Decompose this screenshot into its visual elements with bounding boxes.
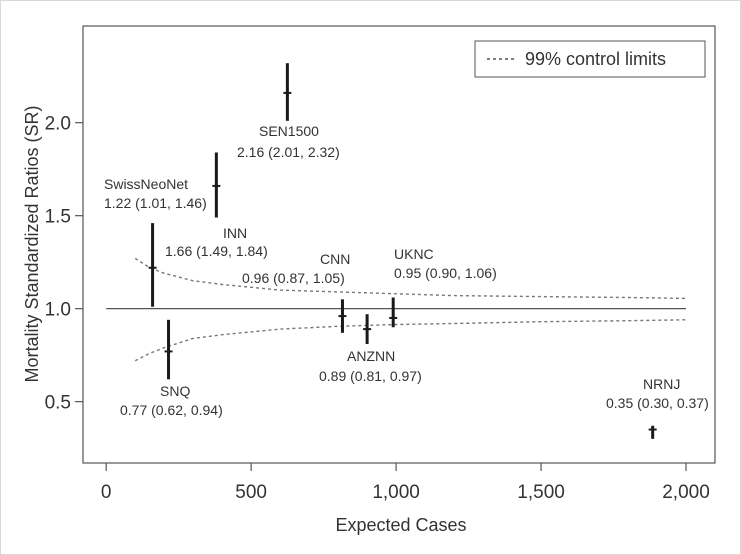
y-tick-label: 0.5 (45, 393, 71, 414)
y-axis-label: Mortality Standardized Ratios (SR) (22, 105, 42, 382)
study-name-swissneonet: SwissNeoNet (104, 176, 188, 192)
x-tick-label: 2,000 (662, 482, 710, 503)
study-labels-group: SwissNeoNet 1.22 (1.01, 1.46) SNQ 0.77 (0.6… (104, 123, 709, 418)
study-stat-sen1500: 2.16 (2.01, 2.32) (237, 144, 340, 160)
legend: 99% control limits (474, 40, 706, 78)
x-axis-label: Expected Cases (335, 515, 466, 535)
study-name-anznn: ANZNN (347, 348, 395, 364)
study-stat-cnn: 0.96 (0.87, 1.05) (242, 270, 345, 286)
legend-label: 99% control limits (525, 49, 666, 69)
upper-control-limit-line (134, 257, 687, 300)
study-stat-swissneonet: 1.22 (1.01, 1.46) (104, 195, 207, 211)
study-stat-snq: 0.77 (0.62, 0.94) (120, 402, 223, 418)
x-tick-label: 500 (235, 482, 267, 503)
plot-frame (82, 25, 716, 464)
study-name-sen1500: SEN1500 (259, 123, 319, 139)
y-tick-label: 1.0 (45, 300, 71, 321)
axes-group: 0 500 1,000 1,500 2,000 0.5 1.0 1.5 2.0 (45, 114, 710, 503)
study-stat-inn: 1.66 (1.49, 1.84) (165, 243, 268, 259)
y-tick-label: 2.0 (45, 114, 71, 135)
study-stat-uknc: 0.95 (0.90, 1.06) (394, 265, 497, 281)
data-points-group (148, 63, 657, 439)
x-tick-label: 0 (101, 482, 112, 503)
x-tick-label: 1,000 (372, 482, 420, 503)
study-name-cnn: CNN (320, 251, 350, 267)
x-tick-label: 1,500 (517, 482, 565, 503)
study-name-inn: INN (223, 225, 247, 241)
lower-control-limit-line (134, 319, 687, 362)
control-limits-group (106, 257, 687, 362)
study-stat-nrnj: 0.35 (0.30, 0.37) (606, 395, 709, 411)
study-stat-anznn: 0.89 (0.81, 0.97) (319, 368, 422, 384)
study-name-uknc: UKNC (394, 246, 434, 262)
study-name-snq: SNQ (160, 383, 190, 399)
y-tick-label: 1.5 (45, 207, 71, 228)
study-name-nrnj: NRNJ (643, 376, 680, 392)
